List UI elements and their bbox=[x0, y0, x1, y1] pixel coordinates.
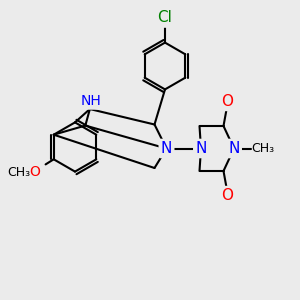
Text: O: O bbox=[221, 94, 233, 109]
Text: O: O bbox=[221, 188, 233, 203]
Text: N: N bbox=[228, 141, 240, 156]
Text: N: N bbox=[195, 141, 207, 156]
Text: N: N bbox=[161, 141, 172, 156]
Text: CH₃: CH₃ bbox=[251, 142, 274, 155]
Text: Cl: Cl bbox=[158, 11, 172, 26]
Text: NH: NH bbox=[81, 94, 102, 108]
Text: CH₃: CH₃ bbox=[7, 166, 30, 179]
Text: O: O bbox=[29, 165, 40, 179]
